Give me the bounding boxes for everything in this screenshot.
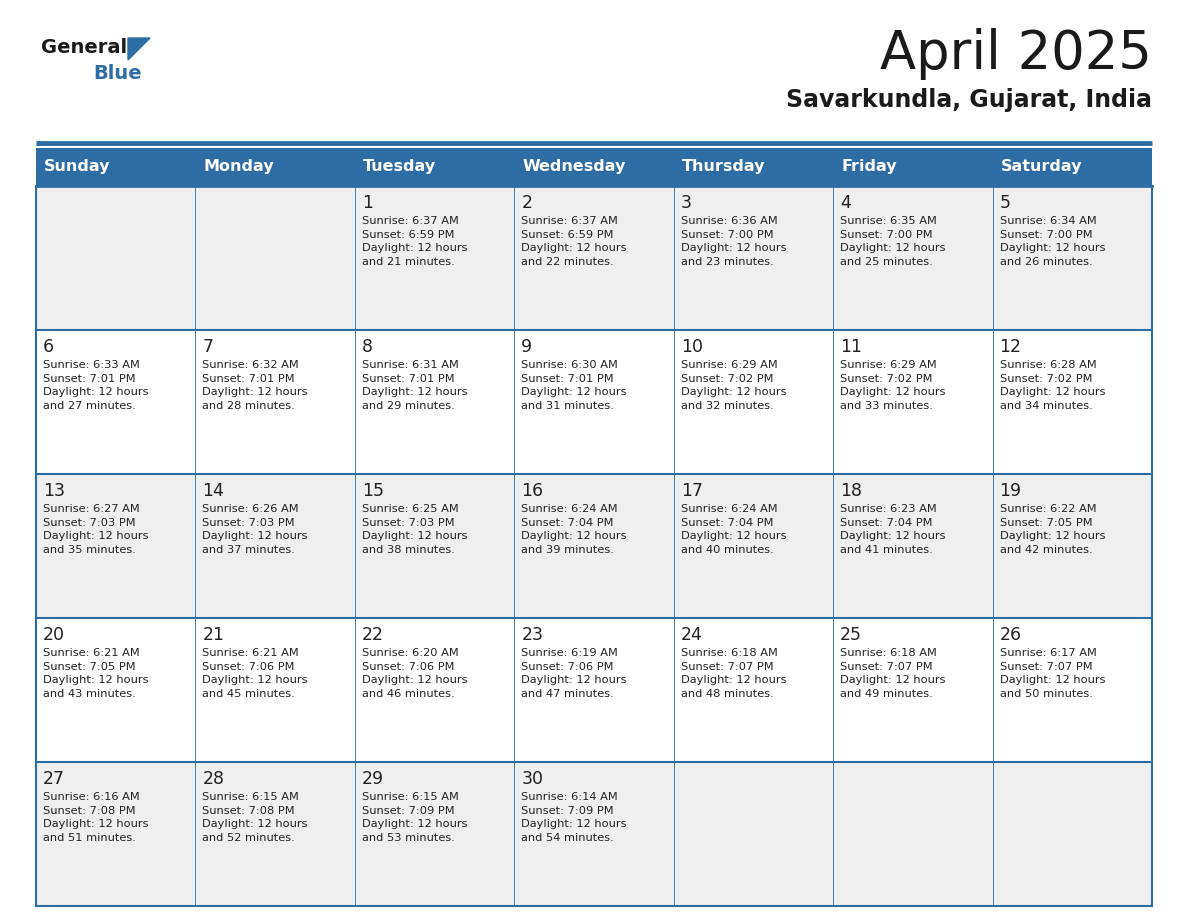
Text: 1: 1 xyxy=(362,194,373,212)
Text: 14: 14 xyxy=(202,482,225,500)
Text: Tuesday: Tuesday xyxy=(362,160,436,174)
Text: 21: 21 xyxy=(202,626,225,644)
Text: 26: 26 xyxy=(999,626,1022,644)
Text: Sunrise: 6:17 AM
Sunset: 7:07 PM
Daylight: 12 hours
and 50 minutes.: Sunrise: 6:17 AM Sunset: 7:07 PM Dayligh… xyxy=(999,648,1105,699)
Text: 22: 22 xyxy=(362,626,384,644)
Text: 15: 15 xyxy=(362,482,384,500)
Text: 17: 17 xyxy=(681,482,703,500)
Text: General: General xyxy=(42,38,127,57)
Text: Sunrise: 6:25 AM
Sunset: 7:03 PM
Daylight: 12 hours
and 38 minutes.: Sunrise: 6:25 AM Sunset: 7:03 PM Dayligh… xyxy=(362,504,467,554)
Text: 16: 16 xyxy=(522,482,543,500)
Text: Sunrise: 6:19 AM
Sunset: 7:06 PM
Daylight: 12 hours
and 47 minutes.: Sunrise: 6:19 AM Sunset: 7:06 PM Dayligh… xyxy=(522,648,627,699)
Text: 7: 7 xyxy=(202,338,214,356)
Bar xyxy=(36,186,1152,330)
Text: 19: 19 xyxy=(999,482,1022,500)
Bar xyxy=(36,762,1152,906)
Text: 6: 6 xyxy=(43,338,55,356)
Text: Sunrise: 6:15 AM
Sunset: 7:09 PM
Daylight: 12 hours
and 53 minutes.: Sunrise: 6:15 AM Sunset: 7:09 PM Dayligh… xyxy=(362,792,467,843)
Text: 4: 4 xyxy=(840,194,851,212)
Text: 25: 25 xyxy=(840,626,862,644)
Text: 28: 28 xyxy=(202,770,225,788)
Text: Sunrise: 6:35 AM
Sunset: 7:00 PM
Daylight: 12 hours
and 25 minutes.: Sunrise: 6:35 AM Sunset: 7:00 PM Dayligh… xyxy=(840,216,946,267)
Text: 27: 27 xyxy=(43,770,65,788)
Text: Sunrise: 6:31 AM
Sunset: 7:01 PM
Daylight: 12 hours
and 29 minutes.: Sunrise: 6:31 AM Sunset: 7:01 PM Dayligh… xyxy=(362,360,467,410)
Text: Sunday: Sunday xyxy=(44,160,110,174)
Text: Blue: Blue xyxy=(93,64,141,83)
Text: Sunrise: 6:34 AM
Sunset: 7:00 PM
Daylight: 12 hours
and 26 minutes.: Sunrise: 6:34 AM Sunset: 7:00 PM Dayligh… xyxy=(999,216,1105,267)
Text: 29: 29 xyxy=(362,770,384,788)
Text: 3: 3 xyxy=(681,194,691,212)
Text: 13: 13 xyxy=(43,482,65,500)
Text: 23: 23 xyxy=(522,626,543,644)
Text: 12: 12 xyxy=(999,338,1022,356)
Bar xyxy=(36,618,1152,762)
Text: 5: 5 xyxy=(999,194,1011,212)
Text: 10: 10 xyxy=(681,338,703,356)
Bar xyxy=(36,148,1152,186)
Text: Sunrise: 6:22 AM
Sunset: 7:05 PM
Daylight: 12 hours
and 42 minutes.: Sunrise: 6:22 AM Sunset: 7:05 PM Dayligh… xyxy=(999,504,1105,554)
Text: Sunrise: 6:28 AM
Sunset: 7:02 PM
Daylight: 12 hours
and 34 minutes.: Sunrise: 6:28 AM Sunset: 7:02 PM Dayligh… xyxy=(999,360,1105,410)
Text: Sunrise: 6:24 AM
Sunset: 7:04 PM
Daylight: 12 hours
and 39 minutes.: Sunrise: 6:24 AM Sunset: 7:04 PM Dayligh… xyxy=(522,504,627,554)
Polygon shape xyxy=(128,38,150,60)
Text: Sunrise: 6:16 AM
Sunset: 7:08 PM
Daylight: 12 hours
and 51 minutes.: Sunrise: 6:16 AM Sunset: 7:08 PM Dayligh… xyxy=(43,792,148,843)
Text: Sunrise: 6:30 AM
Sunset: 7:01 PM
Daylight: 12 hours
and 31 minutes.: Sunrise: 6:30 AM Sunset: 7:01 PM Dayligh… xyxy=(522,360,627,410)
Text: Sunrise: 6:23 AM
Sunset: 7:04 PM
Daylight: 12 hours
and 41 minutes.: Sunrise: 6:23 AM Sunset: 7:04 PM Dayligh… xyxy=(840,504,946,554)
Text: Monday: Monday xyxy=(203,160,274,174)
Text: Sunrise: 6:14 AM
Sunset: 7:09 PM
Daylight: 12 hours
and 54 minutes.: Sunrise: 6:14 AM Sunset: 7:09 PM Dayligh… xyxy=(522,792,627,843)
Text: Sunrise: 6:24 AM
Sunset: 7:04 PM
Daylight: 12 hours
and 40 minutes.: Sunrise: 6:24 AM Sunset: 7:04 PM Dayligh… xyxy=(681,504,786,554)
Text: Sunrise: 6:26 AM
Sunset: 7:03 PM
Daylight: 12 hours
and 37 minutes.: Sunrise: 6:26 AM Sunset: 7:03 PM Dayligh… xyxy=(202,504,308,554)
Text: Sunrise: 6:20 AM
Sunset: 7:06 PM
Daylight: 12 hours
and 46 minutes.: Sunrise: 6:20 AM Sunset: 7:06 PM Dayligh… xyxy=(362,648,467,699)
Text: 11: 11 xyxy=(840,338,862,356)
Text: 20: 20 xyxy=(43,626,65,644)
Text: Sunrise: 6:18 AM
Sunset: 7:07 PM
Daylight: 12 hours
and 48 minutes.: Sunrise: 6:18 AM Sunset: 7:07 PM Dayligh… xyxy=(681,648,786,699)
Text: Sunrise: 6:37 AM
Sunset: 6:59 PM
Daylight: 12 hours
and 22 minutes.: Sunrise: 6:37 AM Sunset: 6:59 PM Dayligh… xyxy=(522,216,627,267)
Bar xyxy=(36,474,1152,618)
Text: Sunrise: 6:29 AM
Sunset: 7:02 PM
Daylight: 12 hours
and 33 minutes.: Sunrise: 6:29 AM Sunset: 7:02 PM Dayligh… xyxy=(840,360,946,410)
Text: Savarkundla, Gujarat, India: Savarkundla, Gujarat, India xyxy=(786,88,1152,112)
Text: Saturday: Saturday xyxy=(1000,160,1082,174)
Text: 2: 2 xyxy=(522,194,532,212)
Text: Sunrise: 6:18 AM
Sunset: 7:07 PM
Daylight: 12 hours
and 49 minutes.: Sunrise: 6:18 AM Sunset: 7:07 PM Dayligh… xyxy=(840,648,946,699)
Text: Sunrise: 6:33 AM
Sunset: 7:01 PM
Daylight: 12 hours
and 27 minutes.: Sunrise: 6:33 AM Sunset: 7:01 PM Dayligh… xyxy=(43,360,148,410)
Text: 30: 30 xyxy=(522,770,543,788)
Text: Sunrise: 6:21 AM
Sunset: 7:06 PM
Daylight: 12 hours
and 45 minutes.: Sunrise: 6:21 AM Sunset: 7:06 PM Dayligh… xyxy=(202,648,308,699)
Text: 18: 18 xyxy=(840,482,862,500)
Text: Thursday: Thursday xyxy=(682,160,765,174)
Text: Sunrise: 6:37 AM
Sunset: 6:59 PM
Daylight: 12 hours
and 21 minutes.: Sunrise: 6:37 AM Sunset: 6:59 PM Dayligh… xyxy=(362,216,467,267)
Text: 24: 24 xyxy=(681,626,702,644)
Bar xyxy=(36,330,1152,474)
Text: Sunrise: 6:29 AM
Sunset: 7:02 PM
Daylight: 12 hours
and 32 minutes.: Sunrise: 6:29 AM Sunset: 7:02 PM Dayligh… xyxy=(681,360,786,410)
Text: Sunrise: 6:32 AM
Sunset: 7:01 PM
Daylight: 12 hours
and 28 minutes.: Sunrise: 6:32 AM Sunset: 7:01 PM Dayligh… xyxy=(202,360,308,410)
Text: Wednesday: Wednesday xyxy=(523,160,626,174)
Text: Sunrise: 6:36 AM
Sunset: 7:00 PM
Daylight: 12 hours
and 23 minutes.: Sunrise: 6:36 AM Sunset: 7:00 PM Dayligh… xyxy=(681,216,786,267)
Text: April 2025: April 2025 xyxy=(880,28,1152,80)
Text: 9: 9 xyxy=(522,338,532,356)
Text: Sunrise: 6:27 AM
Sunset: 7:03 PM
Daylight: 12 hours
and 35 minutes.: Sunrise: 6:27 AM Sunset: 7:03 PM Dayligh… xyxy=(43,504,148,554)
Text: Friday: Friday xyxy=(841,160,897,174)
Text: Sunrise: 6:21 AM
Sunset: 7:05 PM
Daylight: 12 hours
and 43 minutes.: Sunrise: 6:21 AM Sunset: 7:05 PM Dayligh… xyxy=(43,648,148,699)
Text: 8: 8 xyxy=(362,338,373,356)
Text: Sunrise: 6:15 AM
Sunset: 7:08 PM
Daylight: 12 hours
and 52 minutes.: Sunrise: 6:15 AM Sunset: 7:08 PM Dayligh… xyxy=(202,792,308,843)
